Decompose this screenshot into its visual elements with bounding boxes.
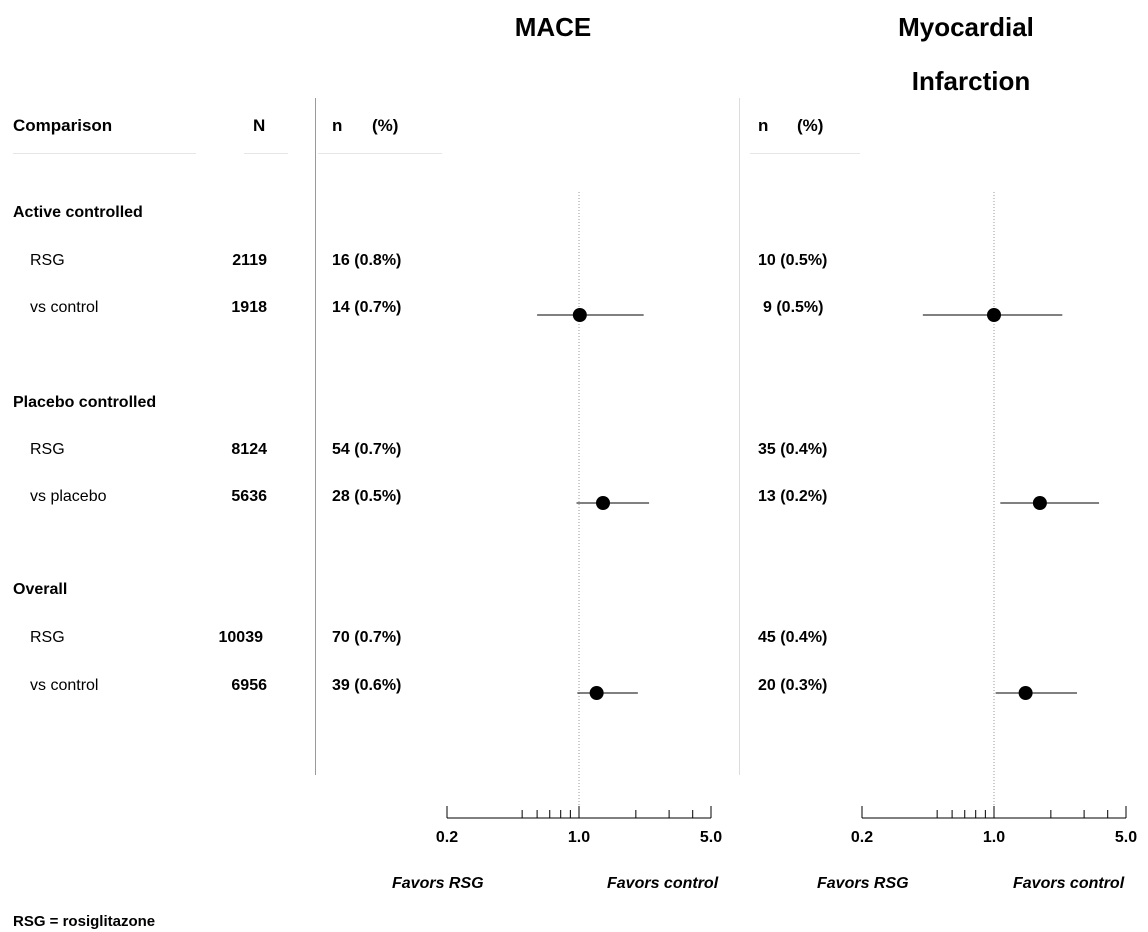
row-n-total: 1918 [231,299,267,316]
mi-point-estimate [987,308,1001,322]
mi-header-underline [750,153,860,154]
row-mace-count: 28 (0.5%) [332,488,402,505]
row-mi-count: 45 (0.4%) [758,629,828,646]
mace-header-underline [318,153,442,154]
row-mi-count: 20 (0.3%) [758,677,828,694]
mi-tick-label: 1.0 [983,829,1005,846]
row-mace-count: 39 (0.6%) [332,677,402,694]
row-n-total: 8124 [231,441,267,458]
row-n-total: 5636 [231,488,267,505]
mace-point-estimate [596,496,611,510]
row-n-total: 6956 [231,677,267,694]
row-n-total: 2119 [232,252,267,269]
mace-pct-header: (%) [372,116,399,135]
row-label: vs control [30,299,99,316]
group-label-overall: Overall [13,581,68,598]
mi-favors-left: Favors RSG [817,875,909,892]
row-mi-count: 13 (0.2%) [758,488,828,505]
mace-point-estimate [572,308,587,322]
mi-title-line1: Myocardial [898,12,1034,42]
mace-favors-left: Favors RSG [392,875,484,892]
row-label: vs placebo [30,488,107,505]
mace-tick-label: 5.0 [700,829,722,846]
row-mi-count: 9 (0.5%) [763,299,824,316]
n-total-header: N [253,116,266,135]
row-mi-count: 35 (0.4%) [758,441,828,458]
mi-tick-label: 5.0 [1115,829,1137,846]
comparison-header: Comparison [13,116,113,135]
mace-tick-label: 0.2 [436,829,458,846]
n-underline [244,153,288,154]
row-mace-count: 14 (0.7%) [332,299,402,316]
comparison-underline [13,153,196,154]
group-label-placebo: Placebo controlled [13,394,157,411]
column-divider-right [739,98,740,775]
mi-title-line2: Infarction [911,66,1031,96]
mi-tick-label: 0.2 [851,829,873,846]
mace-favors-right: Favors control [607,875,719,892]
row-label: RSG [30,629,65,646]
mace-point-estimate [589,686,604,700]
mace-n-header: n [332,116,343,135]
row-label: RSG [30,252,65,269]
group-label-active: Active controlled [13,204,143,221]
mi-point-estimate [1032,496,1047,510]
mi-pct-header: (%) [797,116,824,135]
mi-point-estimate [1018,686,1033,700]
mace-title: MACE [514,12,592,42]
row-label: vs control [30,677,99,694]
row-mace-count: 70 (0.7%) [332,629,402,646]
row-mi-count: 10 (0.5%) [758,252,828,269]
footnote: RSG = rosiglitazone [13,913,156,930]
row-mace-count: 16 (0.8%) [332,252,402,269]
mace-tick-label: 1.0 [568,829,590,846]
mi-favors-right: Favors control [1013,875,1125,892]
row-label: RSG [30,441,65,458]
column-divider-left [315,98,316,775]
row-mace-count: 54 (0.7%) [332,441,402,458]
row-n-total: 10039 [218,629,264,646]
mi-n-header: n [758,116,769,135]
